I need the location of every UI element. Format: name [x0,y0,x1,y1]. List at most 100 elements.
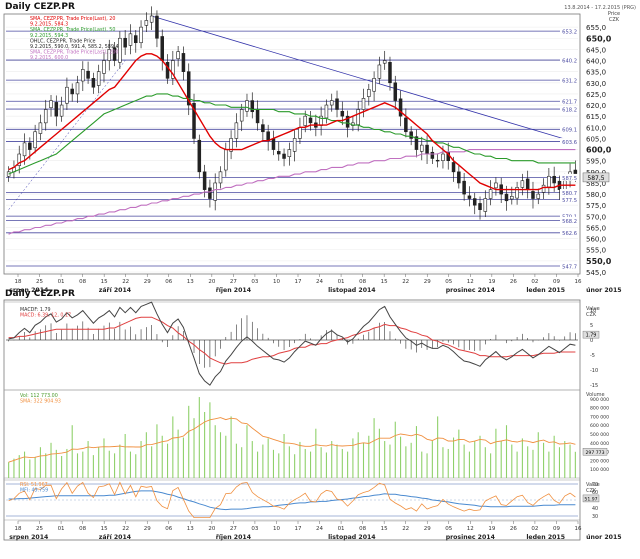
candle-body [186,71,191,106]
date-tick-label: 05 [445,279,452,285]
date-tick-label: 20 [208,526,215,532]
candle-body [361,98,366,110]
candle-body [65,86,69,104]
level-label: 653.2 [562,30,577,36]
candle-body [271,138,276,150]
candle-body [536,193,541,199]
candle-body [324,104,329,119]
price-tick-label: 620,0 [586,102,606,110]
current-price-value: 587,5 [587,175,604,182]
candle-body [372,78,376,92]
candle-body [414,136,419,150]
candle-body [128,33,133,46]
volume-tick-label: 900 000 [590,397,609,403]
date-tick-label: 26 [510,279,517,285]
price-tick-label: 655,0 [586,24,606,32]
legend-entry: 9.2.2015, 594.3 [30,33,68,39]
volume-tick-label: 400 000 [590,441,609,447]
candle-body [282,153,286,159]
price-tick-label: 550,0 [586,257,612,266]
upper-title: Daily CEZP.PR [5,2,75,12]
date-tick-label: 22 [402,526,409,532]
candle-body [478,203,482,210]
rsi-tick-label: 40 [592,506,598,512]
price-tick-label: 585,0 [586,180,606,188]
candle-body [149,15,154,23]
candle-body [123,37,127,48]
candle-body [181,53,186,72]
date-tick-label: 01 [338,526,345,532]
macd-tick-label: -5 [590,353,595,359]
month-label: říjen 2014 [216,286,252,294]
candle-body [43,109,48,124]
rsi-tick-label: 70 [592,482,598,488]
level-label-bg [560,262,578,270]
month-label: srpen 2014 [9,534,49,541]
candle-body [467,195,472,199]
candle-body [112,47,117,61]
rsi-badge [582,494,600,503]
candle-body [234,122,239,139]
month-label: únor 2015 [586,286,622,294]
macd-badge [582,330,600,339]
level-label-bg [560,138,578,146]
macd-tick-label: 0 [590,338,593,344]
level-label-bg [560,189,578,197]
candle-body [165,62,170,79]
date-tick-label: 06 [165,279,172,285]
level-label: 609.1 [562,128,577,134]
date-tick-label: 10 [273,279,280,285]
candle-body [531,191,535,199]
price-tick-label: 560,0 [586,236,606,244]
volume-sma-line [8,417,576,463]
rsi-axis-label: CZK [586,488,597,494]
candle-body [573,169,578,175]
candle-body [404,117,408,133]
candle-body [329,100,334,106]
candle-body [547,175,551,188]
candle-body [494,182,498,189]
date-tick-label: 24 [316,279,323,285]
date-tick-label: 19 [488,526,495,532]
date-tick-label: 16 [575,279,582,285]
candle-body [91,78,96,88]
date-tick-label: 05 [445,526,452,532]
date-tick-label: 20 [208,279,215,285]
candle-body [49,100,53,109]
candlestick-series [6,6,578,220]
candle-body [208,187,212,199]
candle-body [134,35,138,44]
date-tick-label: 09 [553,526,560,532]
date-tick-label: 18 [15,279,22,285]
date-tick-label: 06 [165,526,172,532]
rsi-frame [3,479,581,521]
month-label: leden 2015 [526,534,565,541]
macd-legend-entry: MACD: 6.39, 12, 0.17 [20,313,71,319]
date-tick-label: 22 [122,526,129,532]
level-label: 621.7 [562,100,577,106]
date-tick-label: 29 [144,279,151,285]
date-tick-label: 24 [316,526,323,532]
sma200-line [8,149,576,235]
date-tick-label: 15 [381,526,388,532]
candle-body [144,20,149,26]
rsi-tick-label: 60 [592,490,598,496]
candle-body [239,109,244,122]
volume-legend-entry: Vol: 112 773.00 [20,393,58,399]
candle-body [393,82,398,101]
candle-body [54,102,59,117]
date-tick-label: 02 [531,526,538,532]
price-tick-label: 610,0 [586,124,606,132]
rsi-legend-entry: MFI: 49.759 [20,488,48,494]
candle-body [382,60,387,64]
macd-badge-value: 1.79 [586,333,597,339]
candle-body [70,88,74,95]
candle-body [277,151,281,155]
candle-body [552,175,556,184]
candle-body [356,109,360,125]
price-axis-label: Price [608,11,620,17]
current-price-badge [582,172,610,183]
candle-body [28,142,32,150]
